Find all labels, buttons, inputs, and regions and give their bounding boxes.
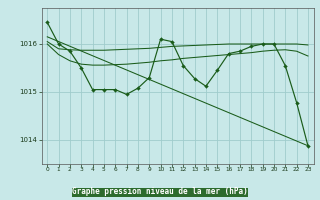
Text: Graphe pression niveau de la mer (hPa): Graphe pression niveau de la mer (hPa) [72,188,248,196]
